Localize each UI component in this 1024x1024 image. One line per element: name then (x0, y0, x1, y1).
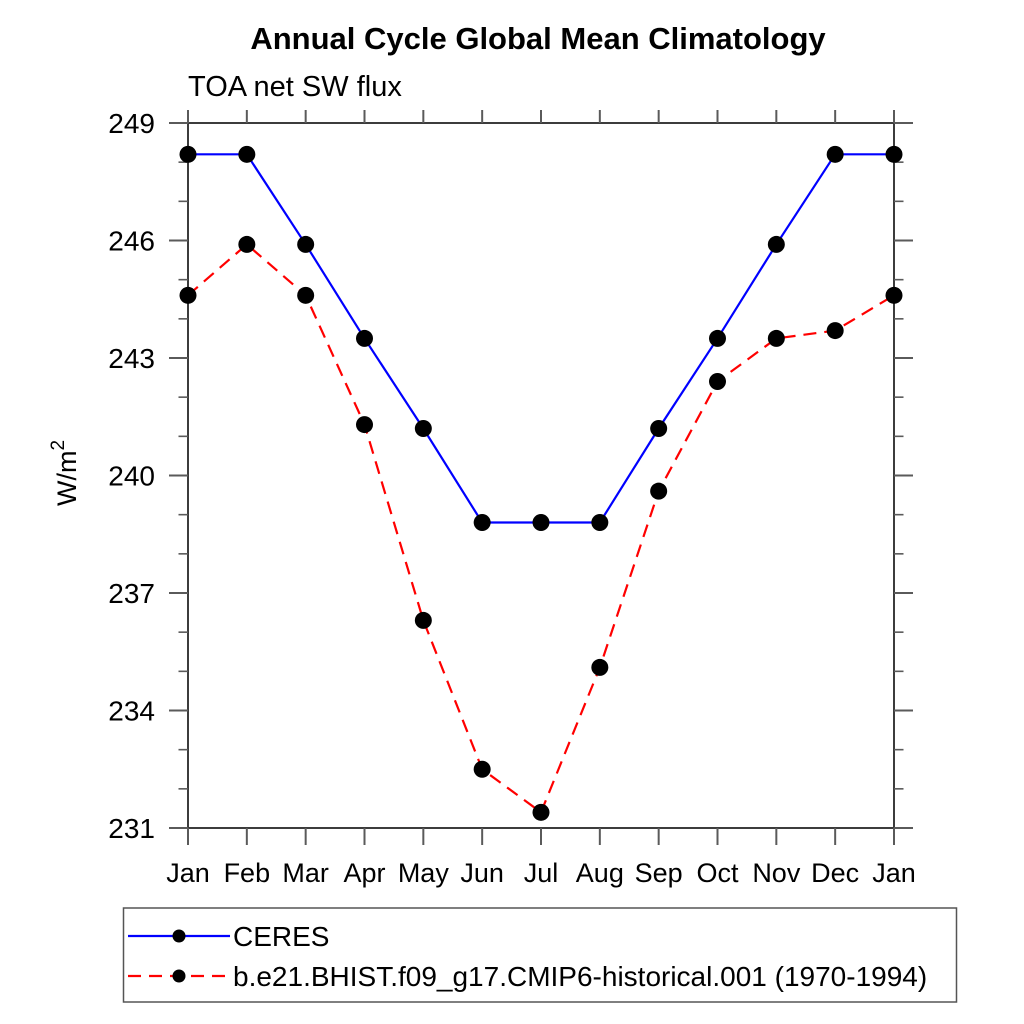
legend: CERES b.e21.BHIST.f09_g17.CMIP6-historica… (122, 907, 958, 1003)
x-tick-label: Apr (343, 858, 385, 888)
legend-label: CERES (233, 921, 329, 952)
data-point-marker (650, 420, 668, 437)
data-point-marker (591, 514, 609, 531)
legend-marker (172, 969, 186, 983)
data-point-marker (826, 322, 844, 340)
axes-layer: 231 234 237 240 243 246 249 Jan Feb Mar Apr May Jun J… (48, 108, 916, 888)
data-point-marker (473, 760, 491, 778)
data-point-marker (709, 373, 726, 390)
y-tick-label: 231 (108, 813, 155, 844)
data-point-marker (356, 416, 373, 434)
data-point-marker (238, 235, 256, 253)
data-point-marker (297, 235, 315, 253)
y-axis-label-sup: 2 (48, 440, 69, 451)
data-point-marker (179, 286, 197, 304)
data-point-marker (238, 145, 256, 163)
series-line-solid (188, 153, 894, 524)
x-tick-label: Aug (576, 858, 624, 888)
data-point-marker (473, 514, 491, 531)
data-point-marker (297, 286, 315, 304)
data-point-marker (709, 329, 726, 347)
data-point-marker (356, 329, 373, 347)
data-point-marker (532, 514, 550, 531)
x-tick-label: Mar (282, 858, 329, 888)
data-point-marker (532, 803, 550, 821)
series-layer (179, 145, 903, 821)
x-tick-label: Jun (460, 858, 504, 888)
y-tick-label: 249 (108, 108, 155, 139)
data-point-marker (885, 286, 903, 304)
data-point-marker (414, 611, 432, 629)
y-tick-label: 240 (108, 461, 155, 492)
data-point-marker (650, 482, 668, 500)
y-tick-label: 237 (108, 578, 155, 609)
x-tick-label: Jan (166, 858, 210, 888)
legend-marker (172, 929, 186, 943)
data-point-marker (767, 329, 785, 347)
y-tick-label: 234 (108, 696, 155, 727)
data-point-marker (591, 658, 609, 676)
x-tick-label: Nov (752, 858, 801, 888)
y-axis-label: W/m2 (48, 440, 82, 506)
data-point-marker (767, 235, 785, 253)
legend-box (122, 907, 958, 1003)
data-point-marker (414, 420, 432, 437)
x-tick-label: Oct (696, 858, 739, 888)
x-tick-label: Dec (811, 858, 859, 888)
legend-label: b.e21.BHIST.f09_g17.CMIP6-historical.001… (233, 961, 927, 992)
plot-frame (187, 122, 895, 829)
x-tick-label: May (398, 858, 450, 888)
data-point-marker (179, 145, 197, 163)
data-point-marker (885, 145, 903, 163)
x-tick-label: Jul (524, 858, 559, 888)
x-tick-label: Feb (224, 858, 271, 888)
data-point-marker (826, 145, 844, 163)
x-tick-label: Jan (872, 858, 916, 888)
y-tick-label: 243 (108, 343, 155, 374)
y-tick-label: 246 (108, 226, 155, 257)
chart-subtitle: TOA net SW flux (188, 71, 402, 103)
chart-title: Annual Cycle Global Mean Climatology (250, 21, 826, 56)
x-tick-label: Sep (635, 858, 683, 888)
